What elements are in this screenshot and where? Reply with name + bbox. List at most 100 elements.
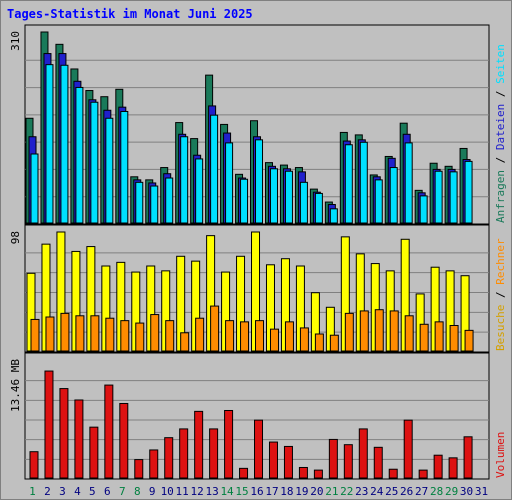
legend-separator: /: [494, 150, 507, 170]
bar-rechner: [195, 317, 205, 352]
bar-seiten: [255, 139, 264, 224]
x-tick-label: 4: [74, 485, 81, 498]
bar-seiten: [269, 168, 278, 224]
bar-seiten: [45, 64, 54, 224]
x-tick-label: 17: [265, 485, 278, 498]
bar-rechner: [359, 310, 369, 352]
bar-rechner: [90, 315, 100, 352]
bar-volumen: [29, 451, 39, 479]
bar-seiten: [284, 170, 293, 224]
bar-volumen: [433, 454, 443, 479]
bar-volumen: [463, 436, 473, 479]
bar-volumen: [254, 419, 264, 479]
bar-volumen: [448, 457, 458, 479]
bar-volumen: [224, 409, 234, 479]
x-tick-label: 13: [205, 485, 218, 498]
bar-rechner: [434, 321, 444, 352]
bar-rechner: [225, 320, 235, 352]
x-tick-label: 7: [119, 485, 126, 498]
legend-entry: Dateien: [494, 104, 507, 150]
bar-rechner: [60, 312, 70, 352]
bar-rechner: [210, 305, 220, 352]
x-tick-label: 12: [191, 485, 204, 498]
x-tick-label: 11: [176, 485, 189, 498]
legend-entry: Anfragen: [494, 170, 507, 223]
bar-volumen: [119, 402, 129, 479]
bar-volumen: [89, 426, 99, 479]
x-tick-label: 6: [104, 485, 111, 498]
legend-visits: Besuche / Rechner: [494, 238, 507, 351]
y-max-label: 13.46 MB: [9, 359, 22, 412]
x-tick-label: 22: [340, 485, 353, 498]
bar-volumen: [403, 419, 413, 479]
bar-seiten: [225, 142, 234, 224]
x-tick-label: 29: [445, 485, 458, 498]
x-tick-label: 5: [89, 485, 96, 498]
x-tick-label: 26: [400, 485, 413, 498]
legend-entry: Rechner: [494, 238, 507, 285]
legend-entry: Volumen: [494, 432, 507, 478]
legend-separator: /: [494, 84, 507, 104]
bar-seiten: [150, 185, 159, 224]
bar-volumen: [298, 466, 308, 479]
bar-volumen: [164, 437, 174, 479]
bar-volumen: [104, 384, 114, 479]
panel-hits: 310: [9, 24, 490, 225]
bar-rechner: [449, 325, 459, 352]
bar-seiten: [120, 110, 129, 224]
x-tick-label: 14: [220, 485, 234, 498]
bar-rechner: [404, 315, 414, 352]
x-tick-label: 24: [370, 485, 384, 498]
x-tick-label: 3: [59, 485, 66, 498]
bar-seiten: [464, 160, 473, 224]
bar-seiten: [344, 144, 353, 224]
x-tick-label: 27: [415, 485, 428, 498]
bar-seiten: [60, 64, 69, 224]
x-tick-label: 28: [430, 485, 443, 498]
bar-volumen: [373, 446, 383, 479]
legend-strip: [489, 25, 509, 479]
bar-seiten: [329, 208, 338, 224]
bar-seiten: [180, 136, 189, 224]
bar-volumen: [209, 428, 219, 479]
bar-rechner: [255, 320, 265, 352]
x-tick-label: 25: [385, 485, 398, 498]
bar-rechner: [284, 321, 294, 352]
bar-volumen: [328, 438, 338, 479]
x-tick-label: 23: [355, 485, 368, 498]
bar-seiten: [359, 141, 368, 224]
bar-seiten: [90, 101, 99, 224]
y-max-label: 98: [9, 231, 22, 244]
bar-volumen: [418, 469, 428, 479]
bar-volumen: [134, 459, 144, 479]
bar-rechner: [165, 320, 175, 352]
bar-rechner: [329, 334, 339, 352]
x-tick-label: 8: [134, 485, 141, 498]
bar-volumen: [149, 449, 159, 479]
bar-seiten: [75, 86, 84, 224]
bar-seiten: [404, 142, 413, 224]
x-tick-label: 15: [235, 485, 248, 498]
bar-volumen: [44, 370, 54, 479]
bar-volumen: [179, 428, 189, 479]
x-tick-label: 18: [280, 485, 293, 498]
bar-seiten: [135, 181, 144, 224]
bar-rechner: [45, 316, 55, 352]
bar-seiten: [165, 177, 174, 224]
bar-rechner: [374, 309, 384, 352]
legend-entry: Besuche: [494, 305, 507, 351]
bar-rechner: [150, 314, 160, 352]
bar-rechner: [75, 315, 85, 352]
x-tick-label: 16: [250, 485, 263, 498]
x-tick-label: 9: [149, 485, 156, 498]
bar-seiten: [374, 179, 383, 224]
bar-volumen: [283, 445, 293, 479]
bar-seiten: [449, 171, 458, 224]
bar-seiten: [389, 167, 398, 224]
bar-seiten: [314, 192, 323, 224]
legend-entry: Seiten: [494, 44, 507, 84]
x-tick-label: 21: [325, 485, 338, 498]
chart-title: Tages-Statistik im Monat Juni 2025: [7, 7, 253, 21]
bar-seiten: [434, 170, 443, 224]
